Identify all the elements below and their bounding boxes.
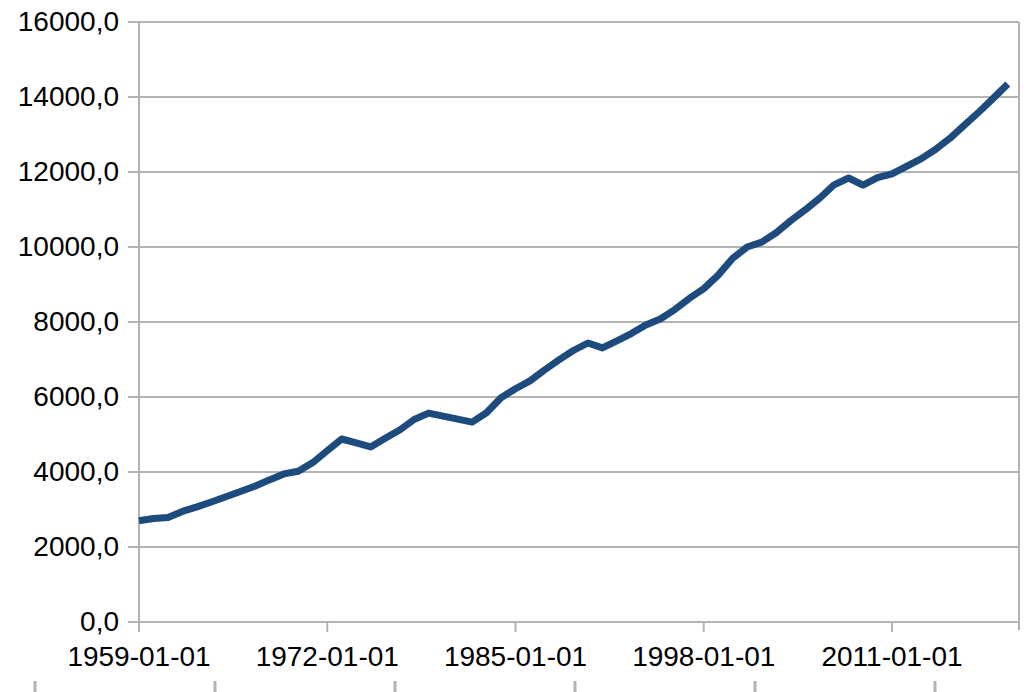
x-axis-label: 1959-01-01	[49, 641, 229, 673]
y-axis-label: 8000,0	[0, 306, 119, 338]
x-axis-label: 2011-01-01	[802, 641, 982, 673]
chart-area: 16000,0 14000,0 12000,0 10000,0 8000,0 6000,0…	[0, 0, 1036, 692]
x-axis-label: 1985-01-01	[426, 641, 606, 673]
x-axis-label: 1998-01-01	[614, 641, 794, 673]
y-axis-label: 10000,0	[0, 231, 119, 263]
x-axis-label: 1972-01-01	[237, 641, 417, 673]
data-line-series-1	[139, 84, 1008, 521]
y-axis-label: 12000,0	[0, 156, 119, 188]
y-axis-label: 2000,0	[0, 531, 119, 563]
y-axis-label: 6000,0	[0, 381, 119, 413]
y-axis-label: 0,0	[0, 606, 119, 638]
y-axis-label: 4000,0	[0, 456, 119, 488]
chart-svg	[0, 0, 1036, 692]
y-axis-label: 14000,0	[0, 81, 119, 113]
y-axis-label: 16000,0	[0, 6, 119, 38]
